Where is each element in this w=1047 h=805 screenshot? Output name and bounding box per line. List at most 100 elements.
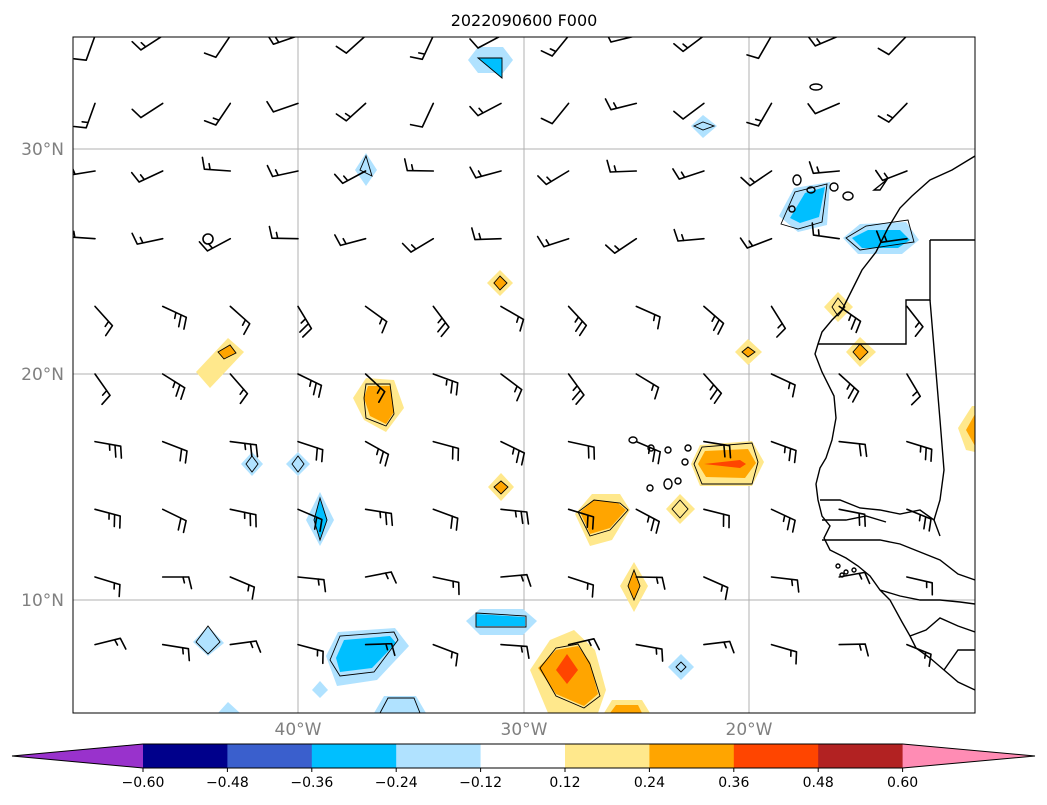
latitude-labels: 30°N 20°N 10°N: [21, 140, 64, 611]
wind-barb: [409, 37, 434, 61]
wind-barb: [432, 576, 460, 596]
longitude-labels: 40°W 30°W 20°W: [275, 720, 773, 740]
wind-barb: [161, 643, 191, 662]
colorbar-extend-max: [902, 744, 1035, 768]
wind-barb: [268, 225, 299, 240]
wind-barb: [229, 640, 262, 653]
wind-barb: [906, 440, 933, 462]
contour-fills: [193, 47, 975, 713]
wind-barb: [567, 373, 585, 405]
wind-barb: [838, 508, 866, 527]
wind-barb: [297, 508, 323, 533]
calm-wind-circle: [202, 233, 214, 245]
wind-barb: [131, 37, 163, 51]
wind-barb: [364, 440, 390, 467]
wind-barb: [73, 37, 96, 61]
border-sierra-leone: [909, 617, 975, 671]
wind-barb: [364, 571, 397, 584]
colorbar-tick-label: −0.24: [375, 775, 418, 791]
lon-label-30w: 30°W: [501, 720, 548, 740]
wind-barb: [567, 638, 601, 651]
bijagos-islands: [835, 563, 857, 578]
wind-barb: [229, 373, 249, 405]
wind-barb: [770, 305, 787, 338]
wind-barb: [364, 373, 386, 403]
colorbar-tick-label: −0.36: [290, 775, 333, 791]
wind-barb: [131, 232, 164, 245]
wind-barb: [266, 100, 299, 113]
wind-barb: [333, 170, 367, 185]
wind-barb: [161, 373, 186, 400]
lat-label-30n: 30°N: [21, 140, 64, 160]
wind-barb: [703, 640, 735, 654]
wind-barb: [567, 305, 588, 337]
wind-barb: [229, 440, 259, 458]
wind-barb: [94, 440, 123, 459]
gridlines: [73, 37, 975, 713]
wind-barb: [500, 573, 532, 587]
colorbar-tick-label: 0.60: [887, 775, 918, 791]
colorbar-tick-label: 0.48: [803, 775, 834, 791]
colorbar-segment: [818, 744, 904, 768]
wind-barb: [703, 305, 725, 335]
wind-barb: [770, 440, 797, 464]
wind-barb: [838, 305, 862, 334]
wind-barb: [403, 158, 435, 172]
wind-barb: [203, 102, 232, 126]
wind-barb: [703, 440, 732, 459]
wind-barb: [297, 305, 313, 338]
wind-barb: [161, 508, 187, 534]
map-frame: [72, 36, 976, 714]
wind-barb: [673, 102, 705, 120]
wind-barb: [130, 170, 164, 183]
lon-label-20w: 20°W: [726, 720, 773, 740]
wind-barb: [500, 373, 523, 402]
wind-barb: [409, 102, 435, 128]
wind-barb: [297, 440, 324, 463]
wind-barb: [401, 237, 435, 253]
wind-barb: [537, 170, 570, 186]
wind-barb: [906, 373, 921, 406]
wind-barb: [906, 643, 932, 667]
wind-barb: [335, 37, 366, 54]
colorbar-segment: [396, 744, 482, 768]
wind-barb: [877, 102, 908, 123]
plot-title: 2022090600 F000: [451, 11, 598, 30]
colorbar-segment: [227, 744, 313, 768]
wind-barb: [635, 440, 661, 465]
wind-barb: [201, 156, 232, 172]
wind-barb: [811, 222, 840, 240]
wind-barb: [770, 576, 800, 593]
border-mali-mauritania: [929, 299, 945, 521]
border-senegal: [820, 499, 941, 537]
wind-barb: [131, 102, 164, 119]
wind-barb: [604, 98, 638, 111]
wind-barb: [73, 102, 96, 129]
wind-barb: [266, 164, 299, 178]
wind-barb: [635, 305, 661, 330]
colorbar-tick-label: −0.60: [122, 775, 165, 791]
wind-barb: [229, 305, 251, 336]
wind-barb: [94, 576, 121, 598]
wind-barb: [540, 102, 570, 125]
colorbar: −0.60 −0.48 −0.36 −0.24 −0.12 0.12 0.24 0.36 0.4…: [11, 743, 1036, 791]
lon-label-40w: 40°W: [275, 720, 322, 740]
wind-barb: [229, 576, 256, 600]
wind-barbs: [73, 37, 934, 667]
wind-barb: [94, 508, 121, 529]
wind-barb: [606, 159, 638, 173]
cape-verde-islands: [628, 436, 692, 492]
wind-barb: [838, 373, 860, 403]
wind-barb: [334, 234, 367, 247]
wind-barb: [567, 576, 595, 598]
wind-barb: [94, 373, 111, 406]
wind-barb: [500, 305, 525, 332]
wind-barb: [838, 571, 871, 585]
border-mauritania-western-sahara: [818, 239, 975, 345]
lat-label-10n: 10°N: [21, 591, 64, 611]
lat-label-20n: 20°N: [21, 365, 64, 385]
wind-barb: [469, 166, 502, 179]
africa-coastline: [814, 155, 975, 691]
wind-barb: [838, 440, 868, 458]
